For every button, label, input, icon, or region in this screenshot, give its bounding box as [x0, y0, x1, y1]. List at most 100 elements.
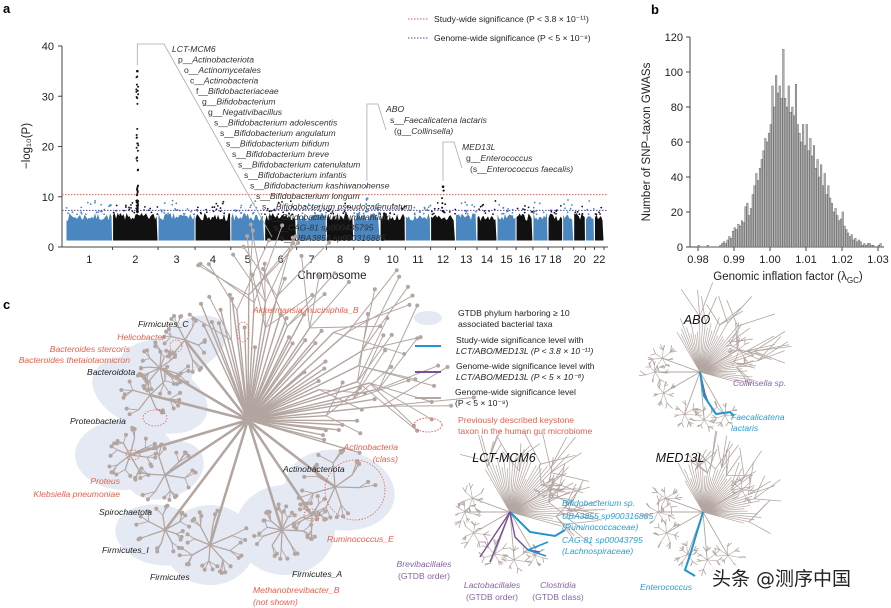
tree-branch: [564, 486, 582, 509]
tree-leaf: [394, 268, 399, 273]
tree-branch: [735, 366, 752, 382]
snp-point: [576, 210, 579, 213]
histogram-bar: [812, 145, 815, 248]
annotation-prefix: s__: [256, 191, 270, 201]
tree-leaf: [139, 466, 144, 471]
tree-branch: [730, 468, 743, 491]
legend-study-line1: Study-wide significance level with: [456, 335, 584, 345]
tree-branch: [702, 511, 755, 521]
snp-point: [385, 213, 387, 215]
tree-leaf: [186, 369, 191, 374]
tree-branch: [716, 555, 729, 557]
tree-branch: [547, 466, 565, 490]
tree-branch: [550, 437, 567, 469]
tree-branch: [561, 513, 584, 531]
tree-branch: [509, 496, 550, 513]
snp-point: [532, 212, 535, 215]
peak-snp-point: [135, 83, 138, 86]
tree-branch: [542, 557, 549, 560]
tree-branch: [692, 560, 698, 566]
x-tick-label: 1.03: [867, 254, 888, 266]
tree-branch: [524, 556, 531, 562]
snp-point: [76, 213, 78, 216]
tree-branch: [548, 475, 551, 482]
snp-point: [475, 210, 477, 213]
tree-branch: [735, 484, 743, 490]
tree-branch: [666, 532, 671, 543]
tree-branch: [740, 476, 745, 482]
tree-leaf: [128, 473, 133, 478]
snp-point: [466, 203, 468, 206]
tree-branch: [699, 314, 704, 373]
snp-point: [567, 199, 569, 201]
tree-branch: [706, 553, 716, 561]
tree-branch: [509, 460, 529, 513]
tree-leaf: [112, 441, 117, 446]
chromosome-band-11: [405, 213, 431, 241]
peak-snp-point: [136, 97, 139, 100]
snp-point: [171, 199, 174, 202]
tree-branch: [741, 489, 747, 499]
annotation-name: Bifidobacterium breve: [246, 149, 329, 159]
histogram-bar: [728, 236, 731, 248]
tree-leaf: [180, 510, 185, 515]
tree-leaf: [180, 529, 185, 534]
tree-branch: [665, 524, 667, 534]
snp-point: [254, 200, 257, 202]
tree-branch: [473, 532, 484, 535]
tree-leaf: [176, 403, 181, 408]
tree-leaf: [193, 318, 198, 323]
tree-branch: [699, 323, 712, 373]
histogram-bar: [706, 245, 709, 248]
tree-leaf: [281, 509, 286, 514]
tree-branch: [523, 431, 542, 465]
tree-leaf: [218, 307, 223, 312]
tree-branch: [358, 288, 376, 367]
annotation-prefix: s__: [214, 118, 228, 128]
tree-branch: [309, 325, 381, 329]
label-klebsiella: Klebsiella pneumoniae: [34, 489, 121, 499]
tree-branch: [649, 358, 654, 364]
tree-leaf: [406, 378, 411, 383]
tree-leaf: [158, 349, 163, 354]
tree-branch: [703, 569, 707, 575]
tree-branch: [498, 560, 504, 564]
tree-branch: [265, 235, 297, 303]
tree-leaf: [286, 335, 291, 340]
annotation-name: Bifidobacterium angulatum: [234, 128, 336, 138]
tree-branch: [699, 338, 725, 373]
tree-branch: [301, 517, 318, 520]
histogram-bar: [735, 229, 738, 248]
snp-point: [249, 206, 252, 209]
annotation-leader-LCT-MCM6: [136, 43, 273, 238]
tree-leaf: [242, 325, 247, 330]
snp-point: [498, 203, 501, 206]
tree-leaf: [174, 450, 179, 455]
tree-branch: [729, 359, 737, 364]
tree-branch: [149, 394, 157, 410]
annotation-name: Bifidobacterium: [216, 97, 275, 107]
tree-branch: [724, 406, 727, 416]
snp-point: [349, 206, 352, 209]
histogram-bar: [798, 133, 801, 248]
tree-leaf: [215, 564, 220, 569]
snp-point: [163, 212, 166, 214]
peak-snp-point: [136, 75, 139, 78]
annotation-label: g__Negativibacillus: [208, 107, 283, 117]
tree-leaf: [202, 567, 207, 572]
tree-leaf: [122, 392, 127, 397]
tree-leaf: [257, 531, 262, 536]
tree-leaf: [389, 364, 394, 369]
tree-branch: [745, 497, 751, 500]
histogram-bar: [868, 243, 871, 248]
x-tick-label: 18: [549, 254, 561, 266]
histogram-bar: [870, 245, 873, 248]
peak-snp-point: [441, 206, 444, 209]
snp-point: [404, 205, 406, 208]
tree-branch: [496, 457, 511, 513]
tree-branch: [699, 324, 721, 373]
watermark: 头条 @测序中国: [712, 568, 851, 590]
snp-point: [479, 205, 482, 208]
histogram-x-label: Genomic inflation factor (λGC): [713, 271, 863, 285]
tree-branch: [699, 455, 704, 513]
